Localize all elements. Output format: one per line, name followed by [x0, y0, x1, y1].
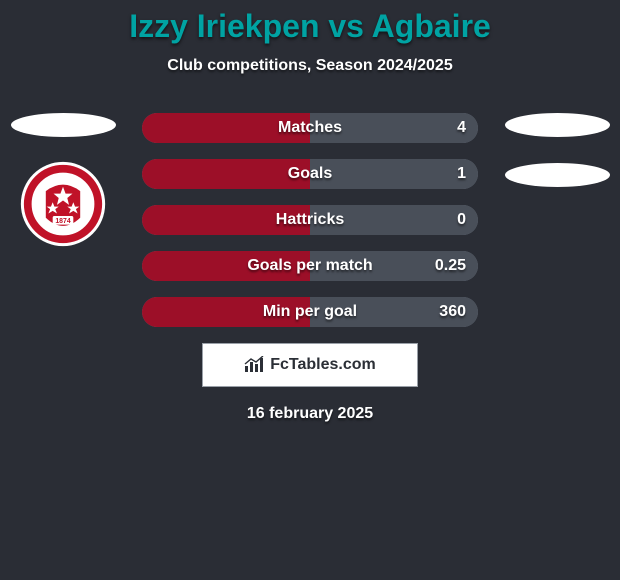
stat-value-right: 4 [457, 119, 466, 137]
stat-label: Matches [278, 119, 342, 137]
content-area: 1874 Matches 4 Goals 1 Hattricks 0 Goals per m… [0, 113, 620, 423]
stat-label: Goals [288, 165, 332, 183]
stat-row: Goals per match 0.25 [142, 251, 478, 281]
svg-text:1874: 1874 [55, 218, 70, 225]
stat-bar-right [310, 159, 478, 189]
right-club-placeholder [505, 163, 610, 187]
stat-value-right: 0 [457, 211, 466, 229]
brand-name: FcTables.com [270, 356, 376, 374]
stat-row: Min per goal 360 [142, 297, 478, 327]
stat-label: Min per goal [263, 303, 357, 321]
comparison-subtitle: Club competitions, Season 2024/2025 [0, 57, 620, 75]
stat-row: Matches 4 [142, 113, 478, 143]
right-player-placeholder [505, 113, 610, 137]
left-entity-column: 1874 [8, 113, 118, 247]
stat-value-right: 360 [439, 303, 466, 321]
brand-attribution: FcTables.com [202, 343, 418, 387]
stat-value-right: 0.25 [435, 257, 466, 275]
snapshot-date: 16 february 2025 [0, 405, 620, 423]
stat-value-right: 1 [457, 165, 466, 183]
left-club-crest: 1874 [20, 161, 106, 247]
right-entity-column [502, 113, 612, 187]
left-player-placeholder [11, 113, 116, 137]
bar-chart-icon [244, 356, 266, 374]
comparison-title: Izzy Iriekpen vs Agbaire [0, 0, 620, 45]
stat-row: Hattricks 0 [142, 205, 478, 235]
stat-label: Hattricks [276, 211, 344, 229]
stats-list: Matches 4 Goals 1 Hattricks 0 Goals per match 0… [142, 113, 478, 327]
stat-bar-left [142, 159, 310, 189]
stat-label: Goals per match [247, 257, 372, 275]
stat-row: Goals 1 [142, 159, 478, 189]
